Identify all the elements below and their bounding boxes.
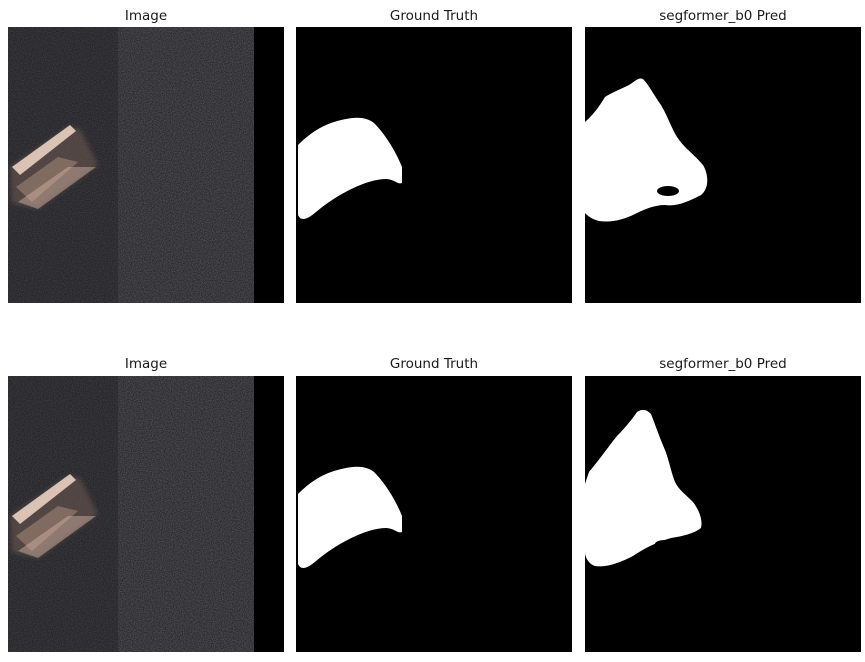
sar-image-graphic xyxy=(8,376,284,652)
image-panel-title: Image xyxy=(8,356,284,372)
prediction-panel-title: segformer_b0 Pred xyxy=(585,8,861,24)
image-panel-title: Image xyxy=(8,8,284,24)
ground-truth-panel-title: Ground Truth xyxy=(296,356,572,372)
prediction-mask xyxy=(585,376,861,652)
input-image xyxy=(8,27,284,303)
prediction-panel-title: segformer_b0 Pred xyxy=(585,356,861,372)
ground-truth-shape xyxy=(296,376,572,652)
ground-truth-panel-title: Ground Truth xyxy=(296,8,572,24)
sar-image-graphic xyxy=(8,27,284,303)
prediction-mask xyxy=(585,27,861,303)
input-image xyxy=(8,376,284,652)
ground-truth-mask xyxy=(296,376,572,652)
prediction-shape xyxy=(585,27,861,303)
prediction-shape xyxy=(585,376,861,652)
ground-truth-mask xyxy=(296,27,572,303)
ground-truth-shape xyxy=(296,27,572,303)
